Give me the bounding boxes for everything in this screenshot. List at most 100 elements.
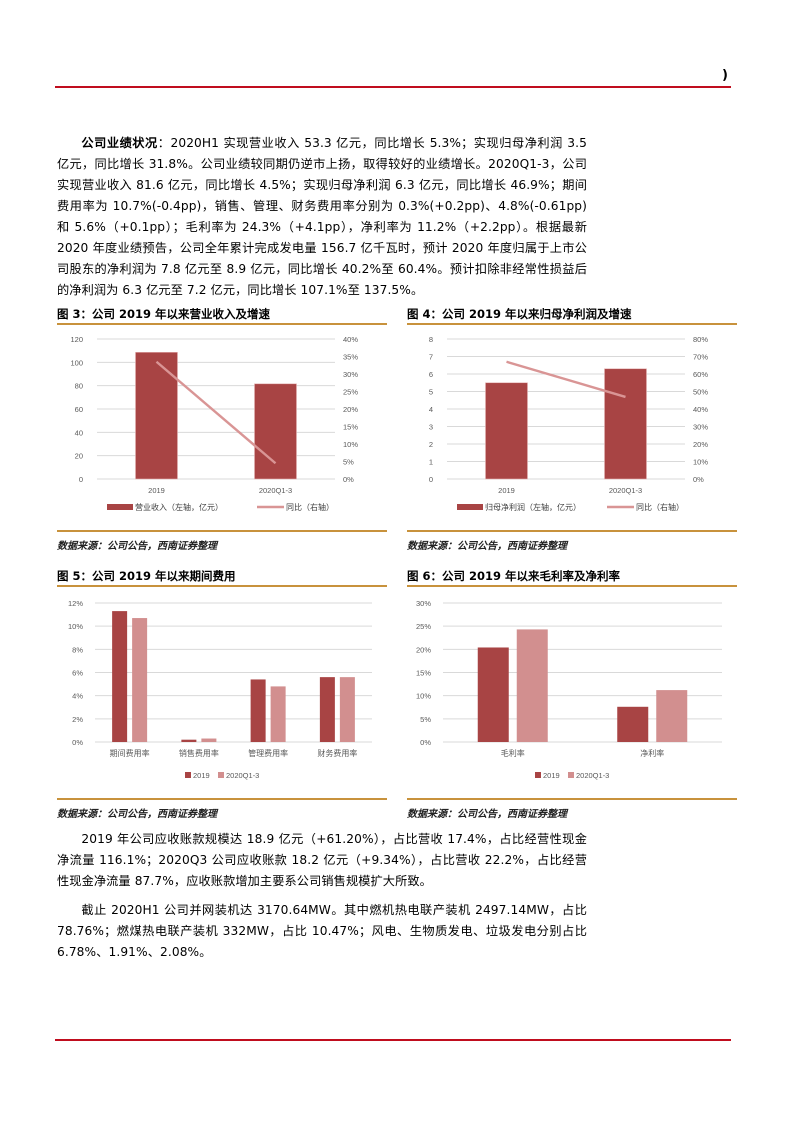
bar [339,677,355,742]
legend-label: 2019 [543,771,560,780]
figure-title: 图 5：公司 2019 年以来期间费用 [57,569,236,583]
category-label: 2020Q1-3 [259,486,292,495]
category-label: 净利率 [640,748,664,758]
right-axis-tick: 35% [343,353,358,362]
paragraph-lead: 公司业绩状况 [81,136,158,150]
left-axis-tick: 100 [70,358,83,367]
y-axis-tick: 8% [72,645,83,654]
y-axis-tick: 20% [416,645,431,654]
right-axis-tick: 30% [343,370,358,379]
legend-swatch [535,772,541,778]
right-axis-tick: 10% [343,440,358,449]
legend-label: 2020Q1-3 [576,771,609,780]
y-axis-tick: 25% [416,622,431,631]
left-axis-tick: 0 [79,475,83,484]
figure-top-rule [57,585,387,587]
figure-bottom-rule [407,530,737,532]
bar [477,647,509,742]
growth-line [506,360,626,399]
bar [319,677,335,742]
right-axis-tick: 5% [343,458,354,467]
bar [516,629,548,742]
right-axis-tick: 50% [693,388,708,397]
paragraph-performance: 公司业绩状况：2020H1 实现营业收入 53.3 亿元，同比增长 5.3%；实… [57,133,587,301]
left-axis-tick: 80 [75,382,83,391]
right-axis-tick: 70% [693,353,708,362]
bar [604,368,647,480]
left-axis-tick: 2 [429,440,433,449]
right-axis-tick: 20% [693,440,708,449]
chart-expense-rates: 0% 2% 4% 6% 8% 10% 12% 期间费用率 销售费用率 管理费用率 财务费用率 2019… [57,587,387,798]
category-label: 销售费用率 [179,748,219,758]
growth-line [155,360,277,465]
bar [132,618,148,742]
figure-5: 图 5：公司 2019 年以来期间费用 0% 2% 4% 6% 8% 10% 12% 期间费用… [57,567,387,820]
figure-source: 数据来源：公司公告，西南证券整理 [407,541,567,552]
left-axis-tick: 5 [429,388,433,397]
paragraph-body: 2019 年公司应收账款规模达 18.9 亿元（+61.20%），占比营收 17… [57,832,587,888]
y-axis-tick: 12% [68,599,83,608]
bar [617,706,649,742]
bar [254,383,297,480]
bar [656,690,688,742]
y-axis-tick: 0% [72,738,83,747]
legend-bar-swatch [107,504,133,510]
right-axis-tick: 25% [343,388,358,397]
left-axis-tick: 0 [429,475,433,484]
right-axis-tick: 15% [343,423,358,432]
chart-net-profit: 0 1 2 3 4 5 6 7 8 0% 10% 20% 30% 40% 50% 60% 70% 80% 2019 2… [407,325,737,530]
right-axis-tick: 40% [693,405,708,414]
legend-bar-swatch [457,504,483,510]
figure-source: 数据来源：公司公告，西南证券整理 [57,809,217,820]
right-axis-tick: 80% [693,335,708,344]
figure-top-rule [407,585,737,587]
left-axis-tick: 20 [75,452,83,461]
category-label: 毛利率 [501,748,525,758]
legend-label: 归母净利润（左轴，亿元） [485,502,581,512]
bar [270,686,286,742]
chart-margins: 0% 5% 10% 15% 20% 25% 30% 毛利率 净利率 2019 2020Q1-3 [407,587,737,798]
paragraph-capacity: 截止 2020H1 公司并网装机达 3170.64MW。其中燃机热电联产装机 2… [57,900,587,963]
bar [250,679,266,742]
figure-title: 图 4：公司 2019 年以来归母净利润及增速 [407,307,632,321]
y-axis-tick: 0% [420,738,431,747]
right-axis-tick: 40% [343,335,358,344]
y-axis-tick: 2% [72,715,83,724]
legend-swatch [185,772,191,778]
y-axis-tick: 6% [72,669,83,678]
header-mark: ) [722,68,728,83]
y-axis-tick: 10% [416,692,431,701]
figure-3: 图 3：公司 2019 年以来营业收入及增速 0 20 40 60 80 100 120 0%… [57,305,387,552]
legend-label: 2020Q1-3 [226,771,259,780]
chart-revenue: 0 20 40 60 80 100 120 0% 5% 10% 15% 20% 25% 30% 35% 40%… [57,325,387,530]
category-label: 2019 [498,486,515,495]
right-axis-tick: 0% [693,475,704,484]
footer-rule [55,1039,731,1041]
left-axis-tick: 1 [429,458,433,467]
bar [112,611,128,742]
y-axis-tick: 15% [416,669,431,678]
figure-title: 图 3：公司 2019 年以来营业收入及增速 [57,307,271,321]
left-axis-tick: 7 [429,353,433,362]
figure-bottom-rule [407,798,737,800]
figure-title: 图 6：公司 2019 年以来毛利率及净利率 [407,569,621,583]
legend-label: 2019 [193,771,210,780]
bar [135,351,178,480]
y-axis-tick: 5% [420,715,431,724]
bar [201,738,217,742]
figure-bottom-rule [57,530,387,532]
y-axis-tick: 4% [72,692,83,701]
paragraph-body: 截止 2020H1 公司并网装机达 3170.64MW。其中燃机热电联产装机 2… [57,903,587,959]
left-axis-tick: 8 [429,335,433,344]
right-axis-tick: 10% [693,458,708,467]
figure-source: 数据来源：公司公告，西南证券整理 [57,541,217,552]
category-label: 期间费用率 [110,748,150,758]
bar [485,382,528,480]
left-axis-tick: 3 [429,423,433,432]
category-label: 财务费用率 [317,748,357,758]
left-axis-tick: 120 [70,335,83,344]
left-axis-tick: 6 [429,370,433,379]
right-axis-tick: 30% [693,423,708,432]
category-label: 2020Q1-3 [609,486,642,495]
figure-6: 图 6：公司 2019 年以来毛利率及净利率 0% 5% 10% 15% 20% 25% 3… [407,567,737,820]
